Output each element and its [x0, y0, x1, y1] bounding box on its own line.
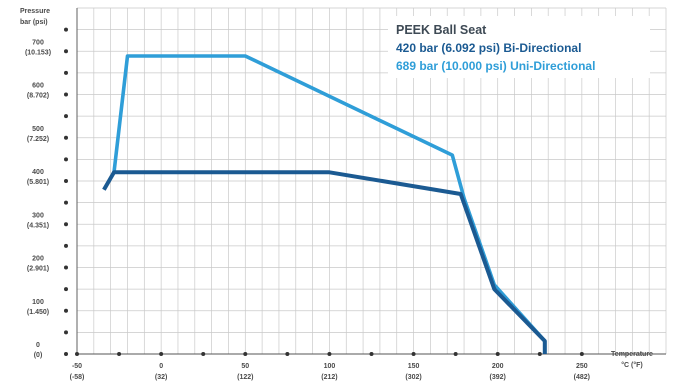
y-axis-dot: [64, 135, 68, 140]
x-axis-dot: [411, 352, 416, 356]
legend-item-bi-directional: 420 bar (6.092 psi) Bi-Directional: [396, 41, 581, 55]
y-tick-label: 600: [32, 83, 44, 90]
x-axis-dot: [117, 352, 122, 356]
y-tick-label: 700: [32, 39, 44, 46]
y-axis-title-line2: bar (psi): [20, 19, 48, 26]
y-tick-label: 500: [32, 126, 44, 133]
legend-item-uni-directional: 689 bar (10.000 psi) Uni-Directional: [396, 59, 595, 73]
x-tick-label: 200: [492, 363, 504, 370]
y-axis-dot: [64, 222, 68, 227]
y-axis-dot: [64, 49, 68, 54]
y-axis-dot: [64, 200, 68, 205]
x-axis-dot: [327, 352, 332, 356]
y-tick-label: 100: [32, 299, 44, 306]
y-tick-label: 400: [32, 169, 44, 176]
y-tick-label-psi: (8.702): [27, 93, 49, 100]
y-axis-dot: [64, 92, 68, 97]
y-axis-dot: [64, 70, 68, 75]
x-axis-dot: [285, 352, 290, 356]
y-tick-label-psi: (7.252): [27, 136, 49, 143]
x-tick-labels: -50 (-58) 0 (32) 50 (122) 100 (212) 150 (302) 200 (…: [70, 363, 590, 381]
y-axis-dot: [64, 287, 68, 292]
x-axis-dot: [537, 352, 542, 356]
x-tick-label: 0: [159, 363, 163, 370]
legend-background: [388, 16, 650, 78]
y-tick-label-psi: (5.801): [27, 179, 49, 186]
y-tick-label-psi: (4.351): [27, 222, 49, 229]
y-tick-label-psi: (0): [34, 352, 43, 359]
legend-title: PEEK Ball Seat: [396, 23, 487, 37]
y-axis-dot: [64, 352, 68, 356]
y-axis-dot: [64, 308, 68, 313]
series-lines: [102, 54, 547, 354]
x-axis-title-line2: °C (°F): [621, 361, 643, 369]
y-tick-label-psi: (2.901): [27, 266, 49, 273]
x-tick-label-fahrenheit: (392): [490, 374, 506, 381]
y-axis-dot: [64, 114, 68, 119]
y-tick-label-psi: (10.153): [25, 49, 51, 56]
y-tick-label: 300: [32, 212, 44, 219]
x-axis-dot: [159, 352, 164, 356]
x-tick-label: 50: [241, 363, 249, 370]
y-tick-label: 200: [32, 256, 44, 263]
x-axis-dot: [243, 352, 248, 356]
y-axis-dot: [64, 243, 68, 248]
x-axis-title-line1: Temperature: [611, 351, 653, 358]
series-line-bi-directional: [102, 170, 547, 354]
y-axis-dot: [64, 27, 68, 32]
x-tick-label: 150: [408, 363, 420, 370]
x-axis-dot: [495, 352, 500, 356]
x-tick-label-fahrenheit: (302): [405, 374, 421, 381]
x-tick-label-fahrenheit: (-58): [70, 374, 85, 381]
y-axis-title-line1: Pressure: [20, 8, 50, 15]
x-tick-label-fahrenheit: (482): [574, 374, 590, 381]
x-tick-label-fahrenheit: (212): [321, 374, 337, 381]
x-axis-dot: [579, 352, 584, 356]
x-axis-dot: [369, 352, 374, 356]
x-axis-dot: [453, 352, 458, 356]
y-axis-dot: [64, 179, 68, 183]
axes: [64, 8, 666, 356]
x-tick-label: -50: [72, 363, 82, 370]
legend: PEEK Ball Seat 420 bar (6.092 psi) Bi-Di…: [388, 16, 650, 78]
y-tick-label: 0: [36, 342, 40, 349]
y-axis-dot: [64, 330, 68, 335]
x-tick-label: 100: [324, 363, 336, 370]
x-tick-label-fahrenheit: (32): [155, 374, 167, 381]
x-axis-dot: [75, 352, 79, 356]
y-tick-labels: 0 (0) 100 (1.450) 200 (2.901) 300 (4.351) 400 (5.…: [25, 39, 51, 359]
x-tick-label-fahrenheit: (122): [237, 374, 253, 381]
y-axis-dot: [64, 265, 68, 270]
y-axis-dot: [64, 157, 68, 162]
y-tick-label-psi: (1.450): [27, 309, 49, 316]
x-tick-label: 250: [576, 363, 588, 370]
x-axis-dot: [201, 352, 206, 356]
